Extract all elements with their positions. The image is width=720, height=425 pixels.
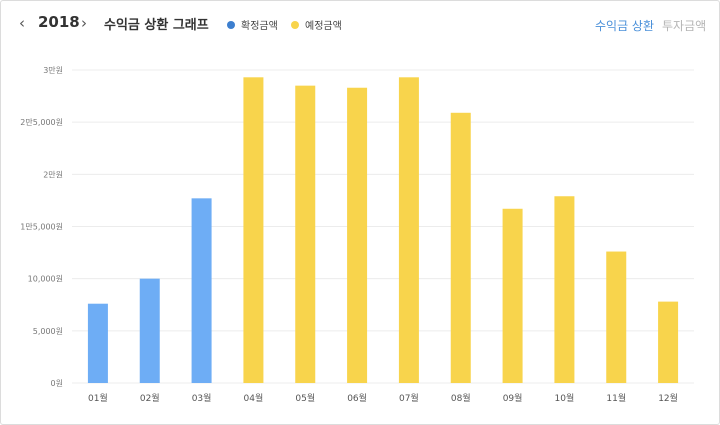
x-tick-label: 08월	[451, 392, 471, 404]
x-tick-label: 07월	[399, 392, 419, 404]
legend-dot-confirmed	[227, 20, 235, 29]
bar-planned	[295, 85, 316, 384]
bar-planned	[606, 251, 627, 383]
x-tick-label: 11월	[606, 392, 626, 404]
bar-planned	[554, 196, 575, 383]
y-tick-label: 10,000원	[28, 275, 63, 284]
legend-item-confirmed: 확정금액	[227, 17, 278, 32]
x-tick-label: 05월	[295, 392, 315, 404]
legend-item-planned: 예정금액	[291, 17, 342, 32]
bar-planned	[502, 208, 523, 383]
y-tick-label: 2만원	[43, 170, 63, 179]
x-tick-label: 02월	[140, 392, 160, 404]
bar-planned	[658, 301, 679, 383]
year-label: 2018	[38, 13, 80, 31]
chart-header: ‹ 2018 › 수익금 상환 그래프 확정금액 예정금액 수익금 상환 투자금…	[1, 1, 719, 47]
x-tick-label: 10월	[555, 392, 575, 404]
x-tick-label: 09월	[503, 392, 523, 404]
bar-planned	[347, 87, 368, 383]
bar-planned	[243, 77, 264, 383]
x-tick-label: 01월	[88, 392, 108, 404]
x-tick-label: 03월	[192, 392, 212, 404]
x-tick-label: 12월	[658, 392, 678, 404]
bar-confirmed	[87, 303, 108, 383]
bar-planned	[398, 77, 419, 383]
bar-planned	[450, 112, 471, 383]
y-tick-label: 1만5,000원	[20, 223, 63, 232]
tab-investment[interactable]: 투자금액	[662, 19, 707, 33]
x-tick-label: 04월	[244, 392, 264, 404]
y-tick-label: 3만원	[43, 66, 63, 75]
legend-label-planned: 예정금액	[305, 21, 342, 32]
chevron-left-icon[interactable]: ‹	[19, 14, 25, 32]
chart-title: 수익금 상환 그래프	[104, 18, 209, 33]
y-tick-label: 2만5,000원	[20, 118, 63, 127]
x-tick-label: 06월	[347, 392, 367, 404]
bar-confirmed	[139, 278, 160, 383]
legend-dot-planned	[291, 20, 299, 29]
legend-label-confirmed: 확정금액	[241, 21, 278, 32]
chevron-right-icon[interactable]: ›	[81, 14, 87, 32]
tab-repayment[interactable]: 수익금 상환	[595, 19, 655, 33]
bar-confirmed	[191, 198, 212, 383]
y-tick-label: 5,000원	[33, 327, 63, 336]
y-tick-label: 0원	[51, 379, 63, 388]
